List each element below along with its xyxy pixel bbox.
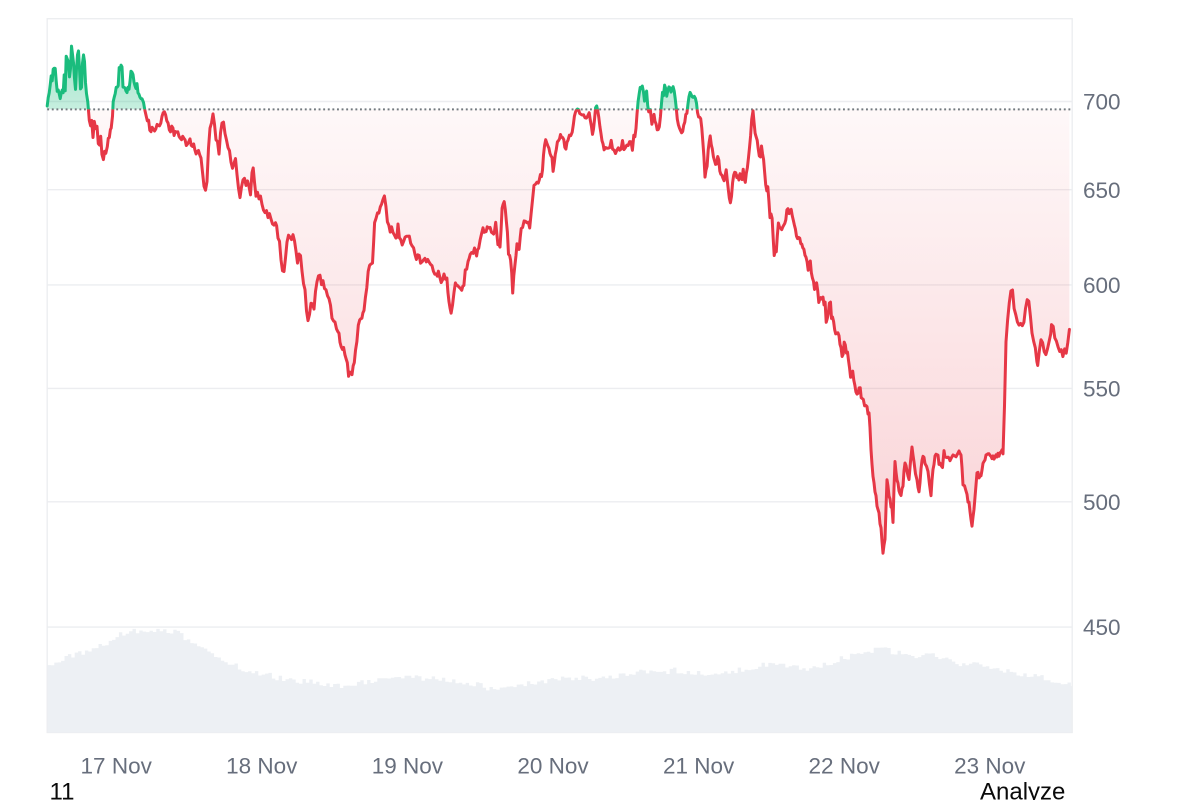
svg-text:23 Nov: 23 Nov [954,754,1026,779]
svg-text:450: 450 [1083,615,1121,640]
svg-text:550: 550 [1083,377,1121,402]
svg-text:22 Nov: 22 Nov [809,754,881,779]
svg-text:Analyze: Analyze [980,779,1065,800]
svg-text:650: 650 [1083,178,1121,203]
svg-text:19 Nov: 19 Nov [372,754,444,779]
svg-text:700: 700 [1083,90,1121,115]
svg-text:500: 500 [1083,490,1121,515]
svg-text:21 Nov: 21 Nov [663,754,735,779]
svg-text:18 Nov: 18 Nov [226,754,298,779]
svg-text:20 Nov: 20 Nov [517,754,589,779]
svg-text:600: 600 [1083,273,1121,298]
svg-text:11: 11 [50,779,75,800]
svg-text:17 Nov: 17 Nov [81,754,153,779]
